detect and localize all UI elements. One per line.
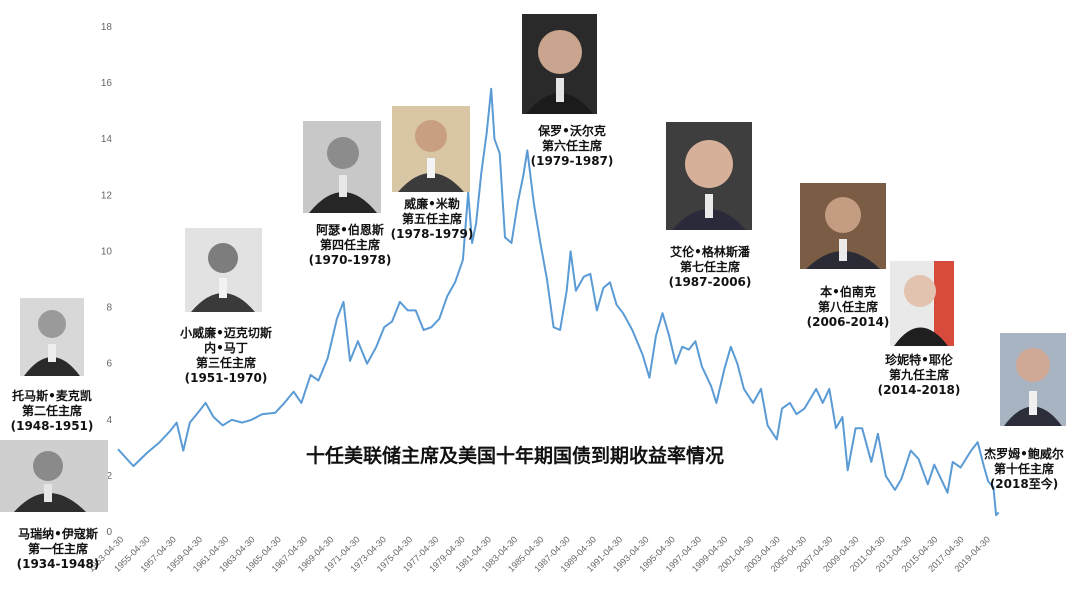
y-tick-label: 10 <box>101 246 113 257</box>
chair-name: 珍妮特•耶伦 <box>885 353 953 367</box>
portrait-greenspan <box>666 122 752 230</box>
chair-title: 第十任主席 <box>993 462 1054 476</box>
y-tick-label: 2 <box>106 471 112 482</box>
chair-name: 威廉•米勒 <box>404 197 460 211</box>
chair-term: (1934-1948) <box>16 557 100 571</box>
y-tick-label: 6 <box>106 359 112 370</box>
chair-term: (2006-2014) <box>806 315 890 329</box>
chair-name: 阿瑟•伯恩斯 <box>316 223 384 237</box>
y-tick-label: 12 <box>101 190 113 201</box>
yield-line-series <box>117 87 1000 517</box>
portrait-burns <box>303 121 381 213</box>
portrait-yellen <box>890 261 954 346</box>
chair-name: 杰罗姆•鲍威尔 <box>984 447 1064 461</box>
y-tick-label: 4 <box>106 415 112 426</box>
chair-title: 第一任主席 <box>27 542 88 556</box>
chair-title: 第七任主席 <box>679 260 740 274</box>
chair-title: 第八任主席 <box>817 300 878 314</box>
chair-term: (1970-1978) <box>308 253 392 267</box>
portrait-bernanke <box>800 183 886 269</box>
chair-term: (2014-2018) <box>877 383 961 397</box>
chart-title: 十任美联储主席及美国十年期国债到期收益率情况 <box>306 444 724 467</box>
chair-title: 第五任主席 <box>401 212 462 226</box>
y-tick-label: 14 <box>101 134 113 145</box>
chair-label-miller: 威廉•米勒 第五任主席 (1978-1979) <box>380 197 484 242</box>
portrait-miller <box>392 106 470 192</box>
chair-term: (1979-1987) <box>530 154 614 168</box>
chair-term: (1951-1970) <box>184 371 268 385</box>
chair-name: 小威廉•迈克切斯 内•马丁 <box>180 326 272 355</box>
x-axis: 1953-04-301955-04-301957-04-301959-04-30… <box>86 534 992 574</box>
chair-name: 马瑞纳•伊寇斯 <box>18 527 98 541</box>
chair-label-burns: 阿瑟•伯恩斯 第四任主席 (1970-1978) <box>298 223 402 268</box>
y-tick-label: 18 <box>101 22 113 33</box>
series-group <box>117 87 1000 517</box>
chair-title: 第二任主席 <box>21 404 82 418</box>
chair-label-powell: 杰罗姆•鲍威尔 第十任主席 (2018至今) <box>972 447 1076 492</box>
chair-label-bernanke: 本•伯南克 第八任主席 (2006-2014) <box>796 285 900 330</box>
portrait-powell <box>1000 333 1066 426</box>
y-tick-label: 8 <box>106 303 112 314</box>
chair-label-eccles: 马瑞纳•伊寇斯 第一任主席 (1934-1948) <box>0 527 116 572</box>
chair-name: 艾伦•格林斯潘 <box>670 245 750 259</box>
chair-term: (1987-2006) <box>668 275 752 289</box>
chair-label-martin: 小威廉•迈克切斯 内•马丁 第三任主席 (1951-1970) <box>166 326 286 386</box>
y-tick-label: 16 <box>101 78 113 89</box>
chair-title: 第四任主席 <box>319 238 380 252</box>
chair-label-greenspan: 艾伦•格林斯潘 第七任主席 (1987-2006) <box>656 245 764 290</box>
chair-title: 第六任主席 <box>541 139 602 153</box>
portrait-volcker <box>522 14 597 114</box>
chair-label-yellen: 珍妮特•耶伦 第九任主席 (2014-2018) <box>864 353 974 398</box>
chair-term: (1978-1979) <box>390 227 474 241</box>
chair-term: (2018至今) <box>989 477 1059 491</box>
chair-name: 本•伯南克 <box>820 285 876 299</box>
chair-label-volcker: 保罗•沃尔克 第六任主席 (1979-1987) <box>520 124 624 169</box>
chair-term: (1948-1951) <box>10 419 94 433</box>
chair-name: 保罗•沃尔克 <box>538 124 606 138</box>
y-axis: 0 2 4 6 8 10 12 14 16 18 <box>101 22 113 538</box>
chair-name: 托马斯•麦克凯 <box>12 389 92 403</box>
chair-label-mccabe: 托马斯•麦克凯 第二任主席 (1948-1951) <box>0 389 104 434</box>
portrait-mccabe <box>20 298 84 376</box>
portrait-martin <box>185 228 262 312</box>
chair-title: 第三任主席 <box>195 356 256 370</box>
portrait-eccles <box>0 440 108 512</box>
y-tick-label: 0 <box>106 527 112 538</box>
chair-title: 第九任主席 <box>888 368 949 382</box>
